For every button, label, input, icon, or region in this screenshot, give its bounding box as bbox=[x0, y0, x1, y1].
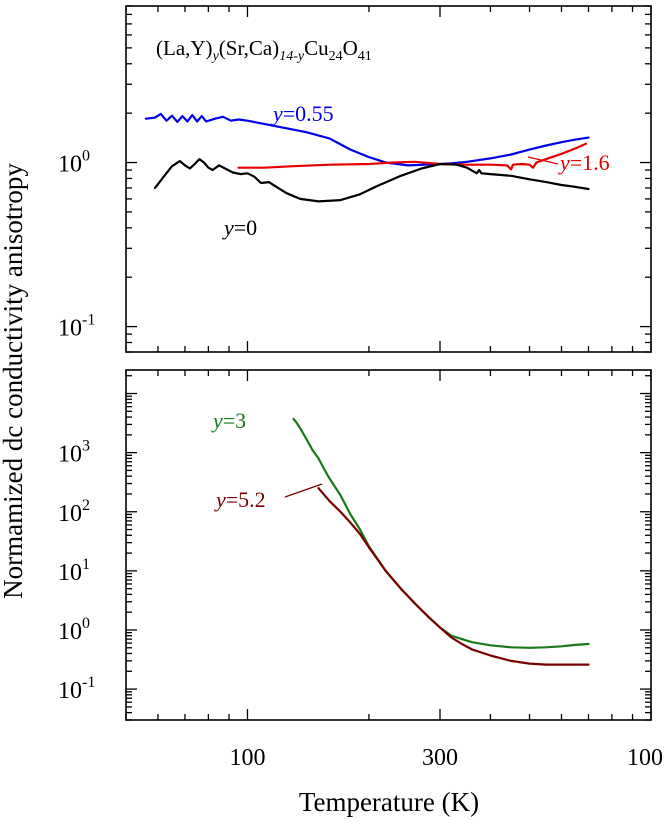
bottom-y-tick-label: 103 bbox=[58, 438, 90, 468]
bottom-panel-frame bbox=[125, 369, 652, 721]
top-y-tick-label: 100 bbox=[58, 148, 90, 178]
series-line-y52 bbox=[317, 487, 590, 666]
series-label-y16: y=1.6 bbox=[558, 150, 610, 175]
series-line-y16 bbox=[237, 142, 588, 171]
bottom-y-tick-label: 10-1 bbox=[58, 674, 95, 704]
series-label-y0: y=0 bbox=[222, 215, 257, 240]
formula-label: (La,Y)y(Sr,Ca)14-yCu24O41 bbox=[156, 36, 372, 64]
series-line-y055 bbox=[144, 112, 590, 167]
x-tick-label: 100 bbox=[229, 745, 265, 771]
y-axis-label: Normamized dc conductivity anisotropy bbox=[0, 163, 28, 599]
leader-line-y52 bbox=[284, 483, 323, 498]
series-label-y055: y=0.55 bbox=[271, 101, 334, 126]
x-tick-label: 300 bbox=[422, 745, 458, 771]
bottom-y-tick-label: 101 bbox=[58, 556, 90, 586]
x-tick-label: 1000 bbox=[627, 745, 664, 771]
bottom-y-tick-label: 102 bbox=[58, 497, 90, 527]
bottom-y-tick-label: 100 bbox=[58, 615, 90, 645]
series-line-y0 bbox=[153, 158, 590, 203]
top-y-tick-label: 10-1 bbox=[58, 312, 95, 342]
series-label-y52: y=5.2 bbox=[214, 487, 266, 512]
series-label-y3: y=3 bbox=[211, 408, 246, 433]
series-line-y3 bbox=[292, 417, 590, 649]
x-axis-label: Temperature (K) bbox=[299, 787, 479, 817]
